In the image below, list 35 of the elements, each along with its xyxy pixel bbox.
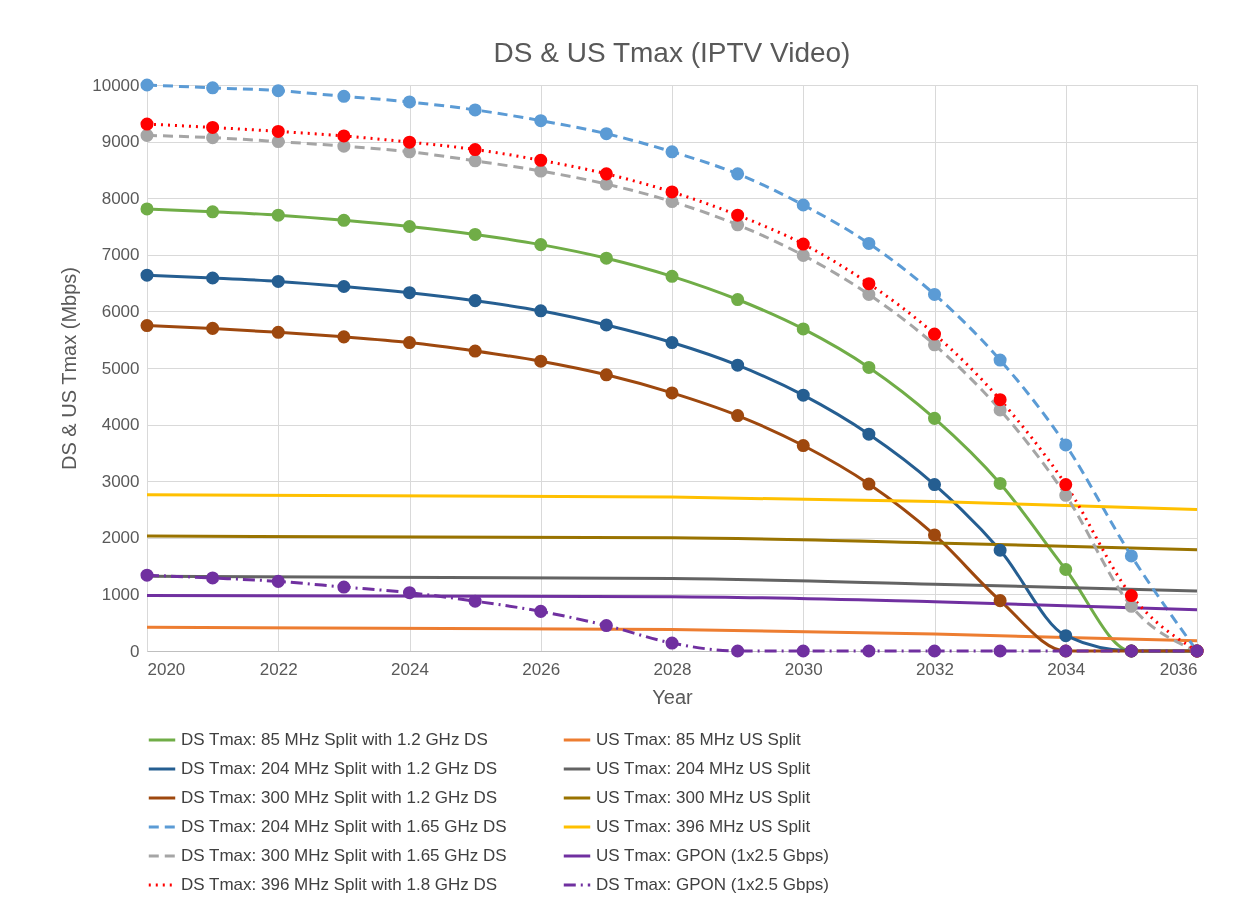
y-tick-label: 0 (130, 641, 140, 661)
y-tick-label: 10000 (92, 75, 140, 95)
y-tick-label: 6000 (101, 301, 140, 321)
x-tick-label: 2034 (1047, 659, 1086, 679)
legend-label: DS Tmax: 300 MHz Split with 1.65 GHz DS (181, 846, 507, 865)
y-tick-label: 7000 (101, 245, 140, 265)
chart-title: DS & US Tmax (IPTV Video) (493, 37, 851, 68)
x-tick-label: 2022 (259, 659, 298, 679)
legend-label: US Tmax: 85 MHz US Split (596, 730, 801, 749)
y-tick-label: 2000 (101, 528, 140, 548)
y-tick-label: 1000 (101, 584, 140, 604)
x-tick-label: 2020 (147, 659, 186, 679)
legend-label: DS Tmax: GPON (1x2.5 Gbps) (596, 875, 830, 894)
legend-label: US Tmax: 204 MHz US Split (596, 759, 811, 778)
legend-label: US Tmax: 300 MHz US Split (596, 788, 811, 807)
x-tick-label: 2026 (522, 659, 561, 679)
legend-label: DS Tmax: 204 MHz Split with 1.2 GHz DS (181, 759, 498, 778)
y-tick-label: 4000 (101, 415, 140, 435)
y-tick-label: 5000 (101, 358, 140, 378)
legend-label: US Tmax: 396 MHz US Split (596, 817, 811, 836)
legend-label: DS Tmax: 85 MHz Split with 1.2 GHz DS (181, 730, 488, 749)
y-tick-label: 3000 (101, 471, 140, 491)
legend-label: DS Tmax: 300 MHz Split with 1.2 GHz DS (181, 788, 498, 807)
x-tick-label: 2032 (916, 659, 954, 679)
x-axis-title: Year (652, 685, 694, 708)
legend-label: US Tmax: GPON (1x2.5 Gbps) (596, 846, 830, 865)
y-tick-label: 9000 (101, 132, 140, 152)
x-tick-label: 2036 (1159, 659, 1198, 679)
y-tick-label: 8000 (101, 188, 140, 208)
x-tick-label: 2024 (391, 659, 429, 679)
x-tick-label: 2030 (784, 659, 823, 679)
y-axis-title: DS & US Tmax (Mbps) (58, 267, 81, 470)
x-tick-label: 2028 (653, 659, 692, 679)
legend-label: DS Tmax: 396 MHz Split with 1.8 GHz DS (181, 875, 498, 894)
legend-label: DS Tmax: 204 MHz Split with 1.65 GHz DS (181, 817, 507, 836)
